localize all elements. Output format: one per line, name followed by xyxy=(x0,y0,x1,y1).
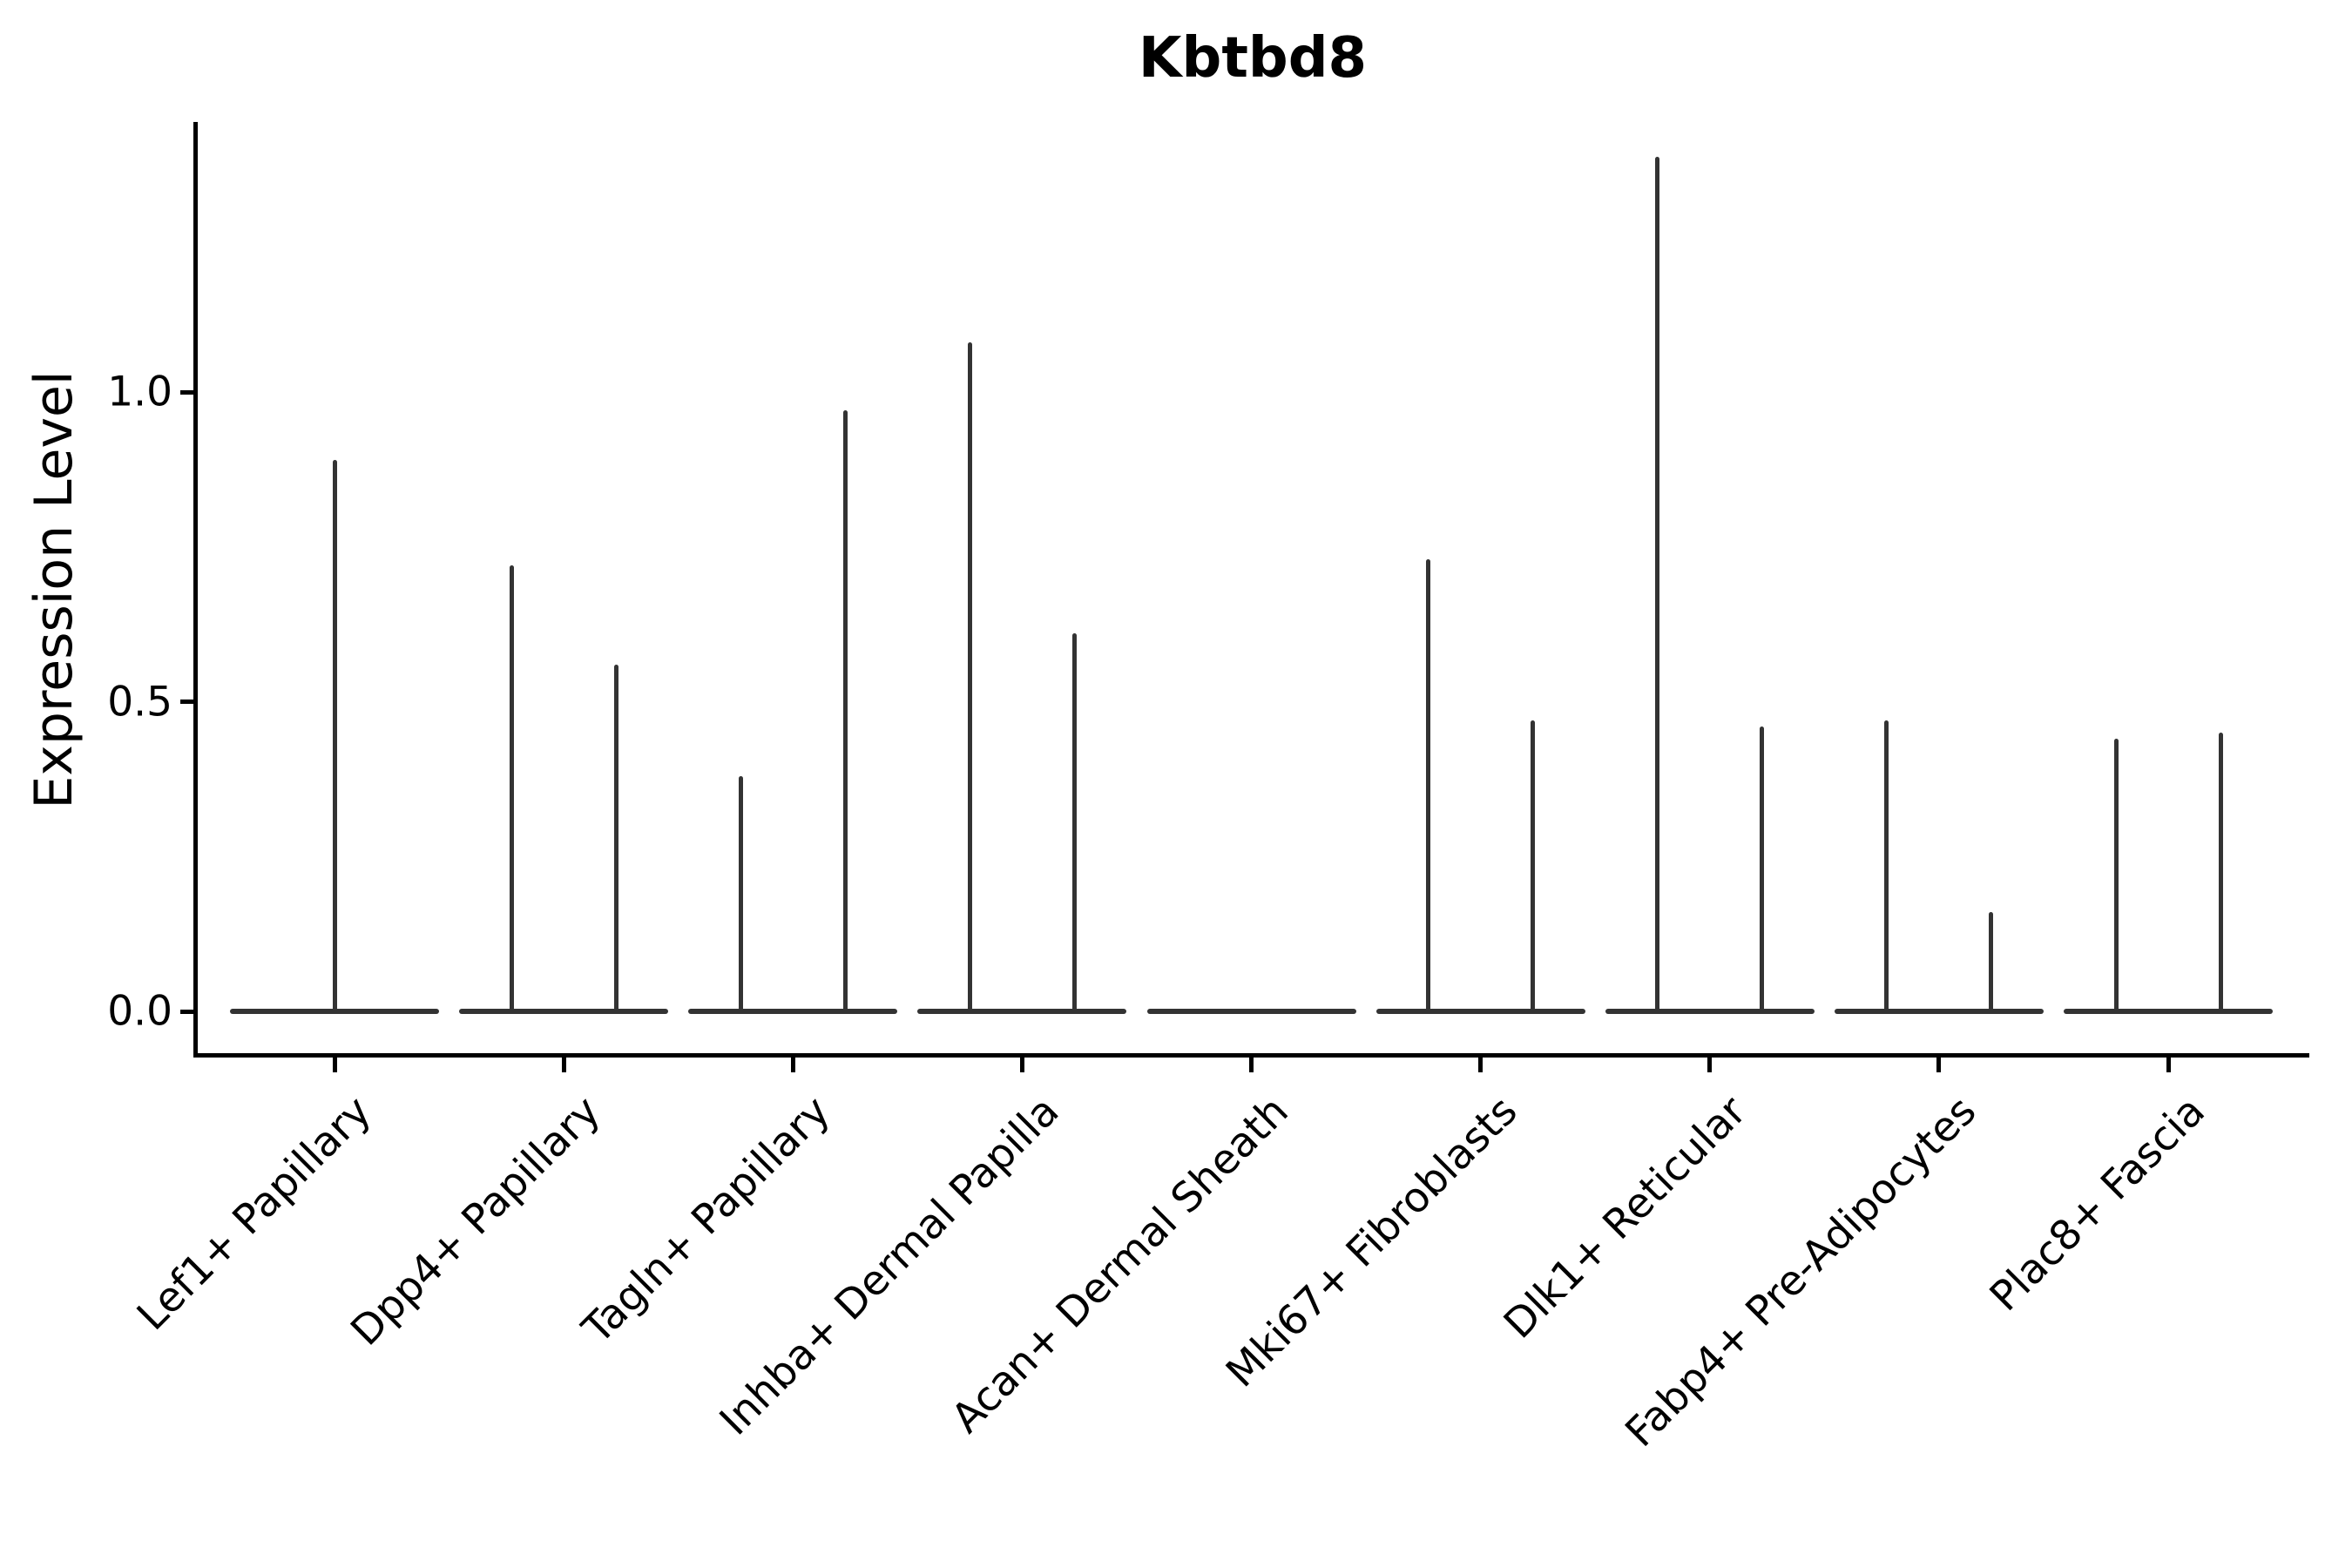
violin-spike xyxy=(738,775,743,1014)
y-tick-label: 0.5 xyxy=(107,678,172,726)
violin-baseline xyxy=(2064,1009,2273,1014)
violin-baseline xyxy=(688,1009,898,1014)
x-tick-mark xyxy=(1478,1058,1484,1072)
x-tick-label: Plac8+ Fascia xyxy=(1980,1087,2214,1321)
x-tick-mark xyxy=(561,1058,566,1072)
y-tick-mark xyxy=(180,1009,196,1014)
y-tick-label: 1.0 xyxy=(107,368,172,416)
violin-spike xyxy=(1655,156,1660,1014)
violin-baseline xyxy=(1834,1009,2044,1014)
violin-spike xyxy=(1531,720,1536,1014)
violin-baseline xyxy=(1146,1009,1356,1014)
violin-spike xyxy=(1989,912,1994,1014)
x-tick-mark xyxy=(1936,1058,1942,1072)
violin-spike xyxy=(967,342,972,1014)
chart-title: Kbtbd8 xyxy=(1138,26,1368,91)
x-tick-label: Tagln+ Papillary xyxy=(572,1087,840,1354)
y-tick-mark xyxy=(180,700,196,704)
violin-spike xyxy=(332,460,337,1014)
violin-baseline xyxy=(917,1009,1127,1014)
x-tick-label: Dlk1+ Reticular xyxy=(1495,1087,1756,1348)
violin-spike xyxy=(1884,720,1889,1014)
violin-spike xyxy=(613,664,618,1014)
violin-spike xyxy=(1426,558,1431,1014)
violin-spike xyxy=(842,410,848,1014)
y-tick-label: 0.0 xyxy=(107,987,172,1036)
x-tick-mark xyxy=(790,1058,795,1072)
y-tick-mark xyxy=(180,389,196,395)
x-tick-mark xyxy=(1019,1058,1024,1072)
violin-baseline xyxy=(1605,1009,1815,1014)
x-tick-label: Lef1+ Papillary xyxy=(127,1087,381,1340)
x-tick-mark xyxy=(1249,1058,1254,1072)
violin-spike xyxy=(2218,733,2223,1014)
violin-spike xyxy=(1760,726,1765,1014)
y-axis-label: Expression Level xyxy=(24,370,84,809)
x-tick-mark xyxy=(2166,1058,2171,1072)
violin-baseline xyxy=(459,1009,669,1014)
y-axis-spine xyxy=(193,122,198,1058)
x-axis-spine xyxy=(193,1053,2309,1058)
x-tick-label: Dpp4+ Papillary xyxy=(341,1087,611,1355)
violin-spike xyxy=(509,565,514,1014)
violin-baseline xyxy=(1375,1009,1585,1014)
x-tick-mark xyxy=(1707,1058,1713,1072)
violin-spike xyxy=(2113,739,2119,1014)
x-tick-mark xyxy=(332,1058,337,1072)
violin-spike xyxy=(1071,633,1077,1014)
